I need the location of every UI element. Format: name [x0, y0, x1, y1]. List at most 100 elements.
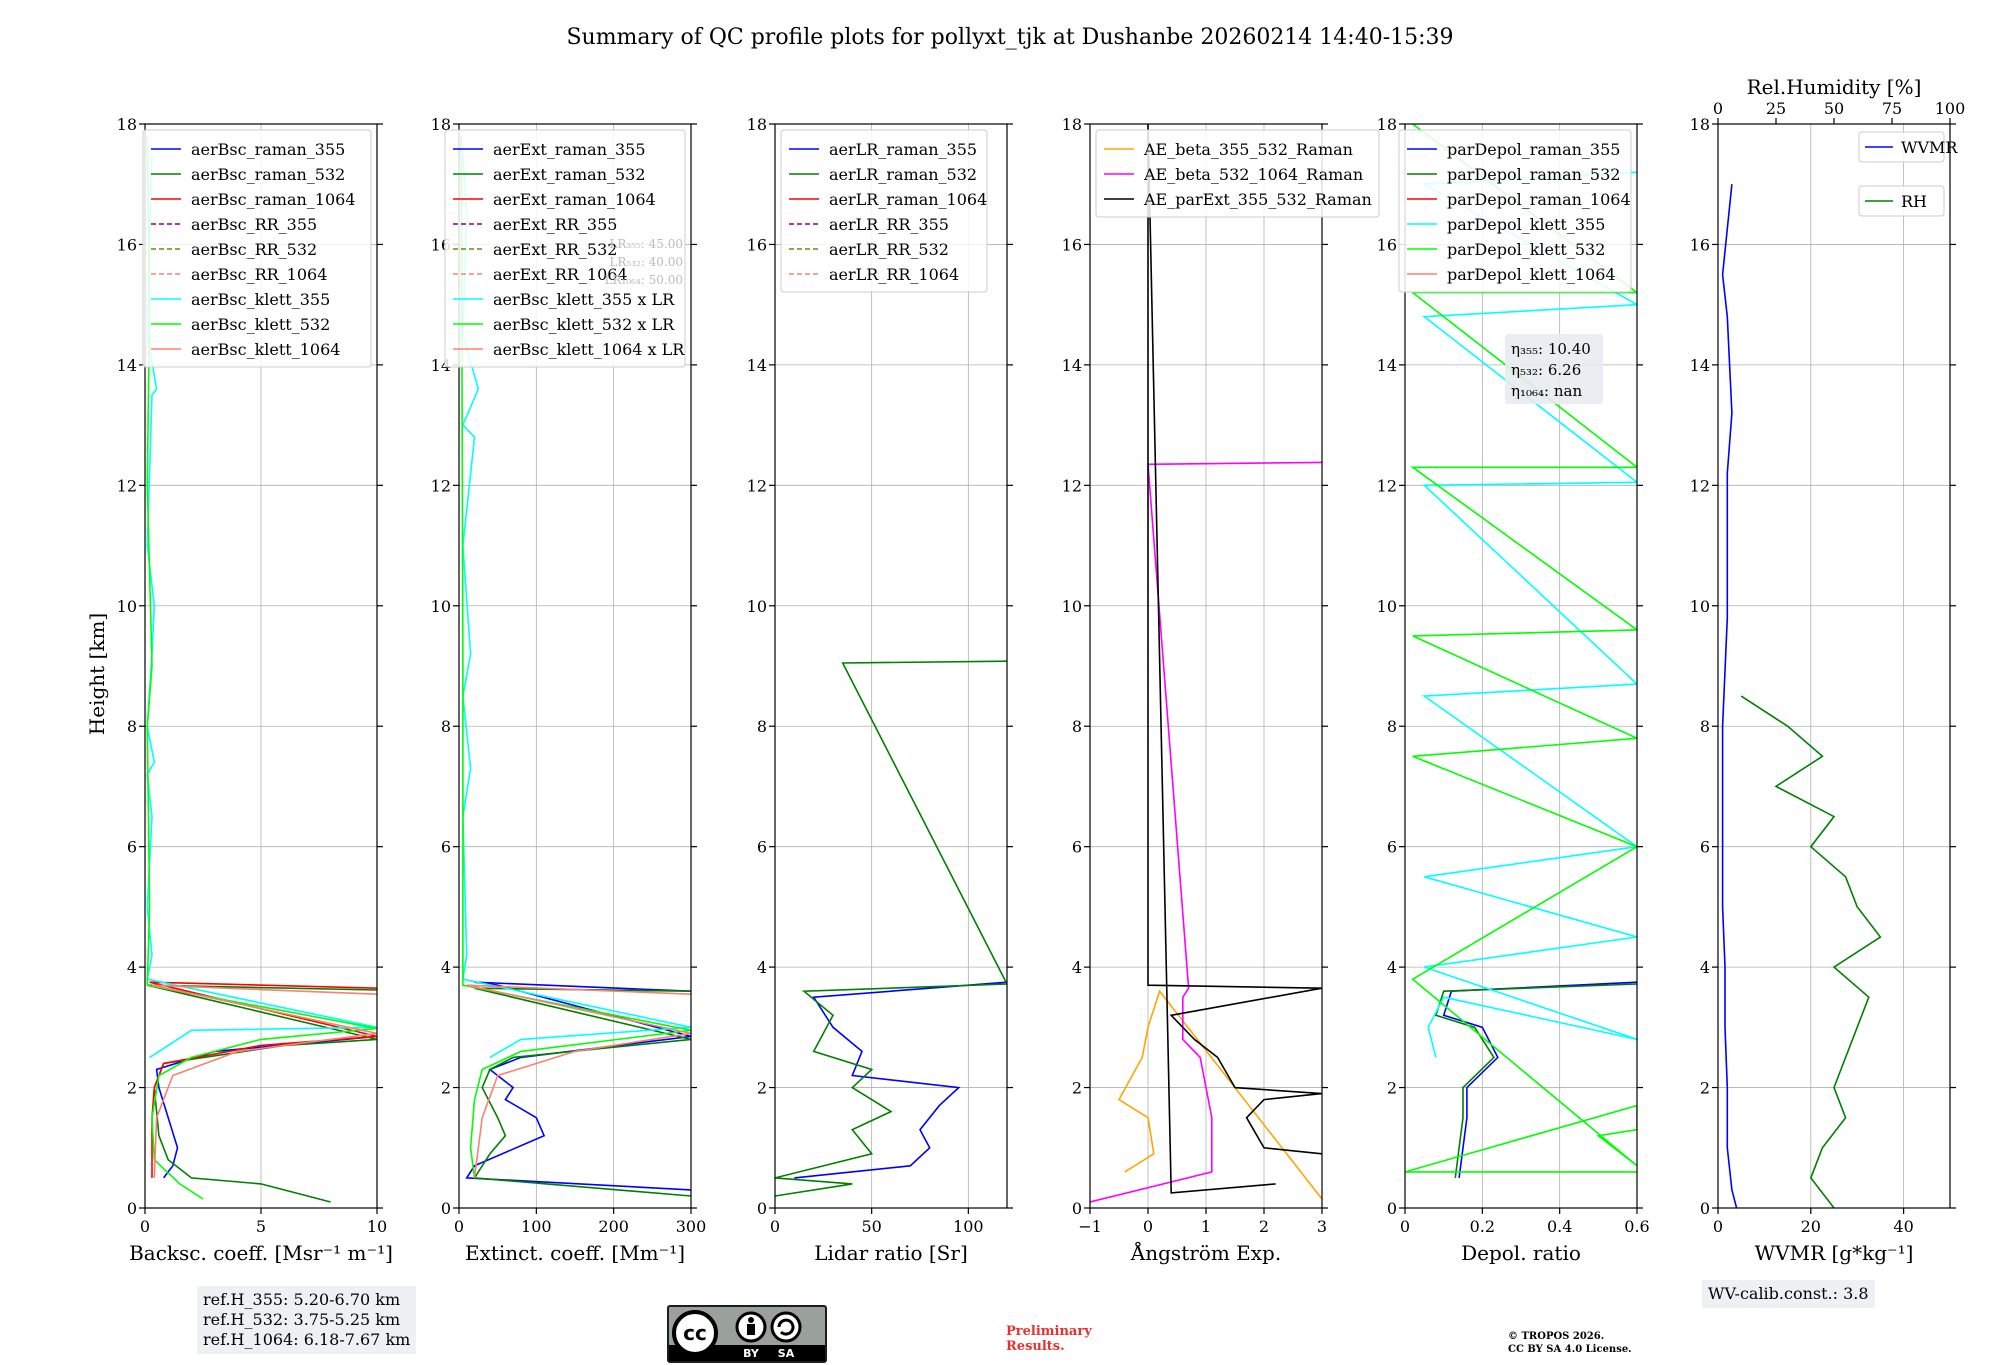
y-tick-label: 2 [1072, 1079, 1082, 1098]
legend-label: parDepol_raman_532 [1447, 165, 1620, 184]
x-tick-label: 0 [770, 1217, 780, 1236]
eta-box [1505, 334, 1603, 404]
legend-label: aerLR_RR_355 [829, 215, 949, 234]
y-tick-label: 18 [1062, 115, 1082, 134]
lidar-ratio-annotation: LR₁₀₆₄: 50.00 [605, 273, 683, 287]
legend-label: aerBsc_raman_1064 [191, 190, 356, 209]
legend: aerExt_raman_355 aerExt_raman_532 aerExt_r… [444, 129, 686, 368]
legend-label: aerExt_RR_355 [493, 215, 617, 234]
by-label: BY [743, 1347, 760, 1360]
x-tick-label: 0 [454, 1217, 464, 1236]
x-axis-label: Depol. ratio [1461, 1241, 1581, 1265]
legend-label: aerBsc_RR_355 [191, 215, 317, 234]
x2-tick-label: 0 [1713, 99, 1723, 118]
lidar-ratio-annotation: LR₅₃₂: 40.00 [609, 255, 683, 269]
x-tick-label: 100 [521, 1217, 552, 1236]
y-tick-label: 4 [441, 958, 451, 977]
series-group [1405, 124, 1637, 1179]
legend-label: AE_beta_355_532_Raman [1143, 140, 1353, 159]
legend-label: aerExt_RR_1064 [493, 265, 628, 284]
series-line-aerbsc-klett-532-x-lr [460, 135, 691, 1179]
x-tick-label: 300 [676, 1217, 707, 1236]
x-tick-label: 100 [953, 1217, 984, 1236]
legend-label: aerLR_raman_1064 [829, 190, 987, 209]
x-tick-label: 20 [1801, 1217, 1821, 1236]
legend-label: aerBsc_RR_532 [191, 240, 317, 259]
wv-calib-box: WV-calib.const.: 3.8 [1702, 1280, 1875, 1308]
y-tick-label: 16 [1377, 235, 1397, 254]
series-line-aerbsc-raman-532 [147, 984, 377, 1203]
wv-calib-text: WV-calib.const.: 3.8 [1708, 1284, 1869, 1303]
series-line-aerlr-raman-532 [775, 660, 1007, 1197]
x-tick-label: 0.6 [1624, 1217, 1649, 1236]
legend-label: aerBsc_klett_355 x LR [493, 290, 675, 309]
legend-box [1858, 185, 1945, 217]
legend: AE_beta_355_532_Raman AE_beta_532_1064_Ra… [1095, 129, 1380, 218]
legend-label: aerBsc_klett_532 x LR [493, 315, 675, 334]
legend-label: aerBsc_klett_1064 x LR [493, 340, 685, 359]
x-tick-label: 0 [1713, 1217, 1723, 1236]
y-tick-label: 0 [1387, 1199, 1397, 1218]
legend-label: parDepol_klett_532 [1447, 240, 1605, 259]
y-tick-label: 18 [117, 115, 137, 134]
x2-axis-label: Rel.Humidity [%] [1747, 75, 1922, 99]
y-tick-label: 2 [127, 1079, 137, 1098]
y-tick-label: 12 [431, 476, 451, 495]
lidar-ratio-annotation: LR₃₅₅: 45.00 [609, 237, 683, 251]
legend-label: aerBsc_klett_355 [191, 290, 330, 309]
series-line-aerbsc-klett-1064-x-lr [466, 984, 691, 1179]
y-tick-label: 18 [431, 115, 451, 134]
legend-label: parDepol_klett_355 [1447, 215, 1605, 234]
y-tick-label: 16 [1062, 235, 1082, 254]
x2-tick-label: 75 [1882, 99, 1902, 118]
legend-label: RH [1901, 192, 1927, 211]
legend-label: aerLR_RR_532 [829, 240, 949, 259]
x-axis-label: WVMR [g*kg⁻¹] [1755, 1241, 1914, 1265]
legend: aerBsc_raman_355 aerBsc_raman_532 aerBsc_r… [142, 129, 372, 368]
x-tick-label: 0.4 [1547, 1217, 1572, 1236]
x-tick-label: 10 [367, 1217, 387, 1236]
series-line-ae-parext-355-532-raman [1147, 124, 1322, 1194]
eta-annotation: η₁₀₆₄: nan [1511, 382, 1582, 400]
y-tick-label: 18 [1377, 115, 1397, 134]
series-line-rh [1740, 695, 1882, 1208]
y-tick-label: 14 [747, 356, 767, 375]
y-tick-label: 4 [1072, 958, 1082, 977]
legend-label: WVMR [1901, 138, 1958, 157]
legend-label: AE_parExt_355_532_Raman [1143, 190, 1372, 209]
legend-wvmr: WVMR [1858, 131, 1958, 163]
legend-label: aerExt_RR_532 [493, 240, 617, 259]
legend: aerLR_raman_355 aerLR_raman_532 aerLR_rama… [780, 129, 988, 293]
y-tick-label: 2 [1387, 1079, 1397, 1098]
series-line-pardepol-raman-355 [1442, 981, 1637, 1179]
axes-frame [774, 123, 1008, 1209]
legend-box [142, 129, 372, 368]
legend-label: parDepol_raman_1064 [1447, 190, 1631, 209]
legend-label: aerBsc_klett_1064 [191, 340, 340, 359]
y-tick-label: 14 [1377, 356, 1397, 375]
legend-box [1858, 131, 1945, 163]
eta-annotation: η₅₃₂: 6.26 [1511, 361, 1581, 379]
y-tick-label: 2 [441, 1079, 451, 1098]
legend-label: parDepol_raman_355 [1447, 140, 1620, 159]
y-tick-label: 2 [1700, 1079, 1710, 1098]
x-axis-label: Lidar ratio [Sr] [814, 1241, 968, 1265]
panel-1: 0 2 4 6 8 10 12 14 16 18 0 5 10 Backsc. coeff. [Msr⁻¹… [117, 115, 393, 1265]
series-line-aerbsc-klett-1064 [151, 984, 377, 1178]
legend-box [1398, 129, 1632, 293]
eta-annotation: η₃₅₅: 10.40 [1511, 340, 1591, 358]
series-group [775, 660, 1007, 1197]
sa-share-icon [770, 1311, 802, 1343]
x-tick-label: 200 [598, 1217, 629, 1236]
legend-box [1095, 129, 1380, 218]
y-tick-label: 16 [1690, 235, 1710, 254]
legend-box [780, 129, 988, 293]
y-tick-label: 14 [1062, 356, 1082, 375]
series-line-aerext-raman-355 [465, 981, 691, 1191]
legend: parDepol_raman_355 parDepol_raman_532 parD… [1398, 129, 1632, 293]
y-tick-label: 12 [1377, 476, 1397, 495]
y-tick-label: 4 [1387, 958, 1397, 977]
